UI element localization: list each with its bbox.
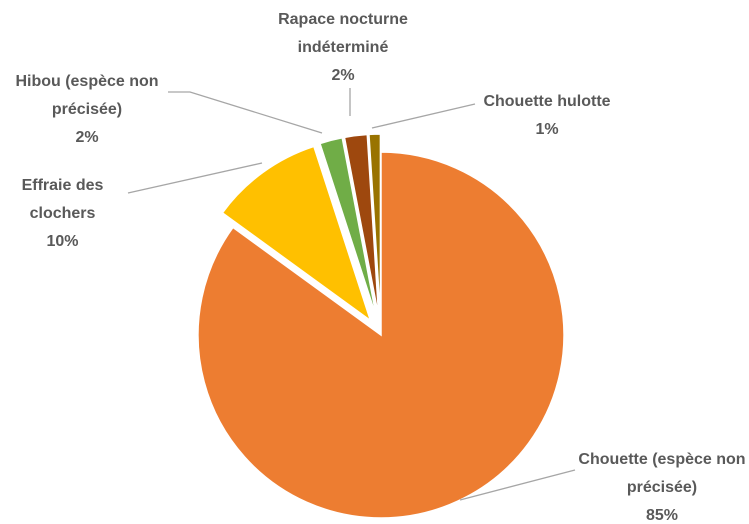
value-label: 85%	[645, 507, 679, 524]
category-label: Hibou (espèce non précisée)	[15, 73, 159, 118]
pie-slice	[343, 133, 380, 318]
value-label: 2%	[75, 129, 99, 146]
slice-label: Chouette (espèce non précisée) 85%	[572, 446, 749, 524]
category-label: Chouette hulotte	[483, 93, 611, 110]
slice-label: Effraie des clochers 10%	[0, 172, 125, 256]
value-label: 2%	[331, 67, 355, 84]
category-label: Effraie des clochers	[21, 177, 104, 222]
slice-label: Hibou (espèce non précisée) 2%	[2, 68, 172, 152]
value-label: 1%	[535, 121, 559, 138]
pie-slice	[197, 151, 565, 519]
category-label: Chouette (espèce non précisée)	[578, 451, 746, 496]
leader-line	[371, 103, 476, 129]
leader-line	[127, 162, 263, 194]
slice-label: Chouette hulotte 1%	[462, 88, 632, 144]
pie-slice	[221, 145, 372, 323]
pie-slice	[319, 136, 378, 318]
slice-label: Rapace nocturne indéterminé 2%	[258, 6, 428, 90]
value-label: 10%	[46, 233, 79, 250]
leader-line	[459, 469, 576, 501]
pie-slice	[368, 133, 382, 318]
leader-line	[168, 91, 323, 134]
category-label: Rapace nocturne indéterminé	[278, 11, 408, 56]
